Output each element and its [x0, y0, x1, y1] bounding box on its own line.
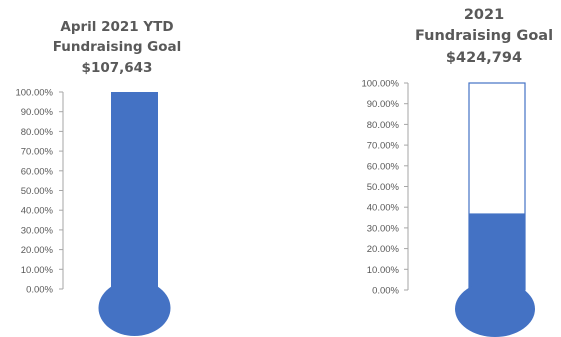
chart-2-tick-label-3: 30.00% — [367, 223, 400, 234]
chart-2-tick-label-4: 40.00% — [367, 203, 400, 214]
chart-2-bulb — [455, 281, 535, 337]
chart-1-bar-fill — [111, 92, 158, 308]
chart-2-tick-label-2: 20.00% — [367, 244, 400, 255]
chart-1-title-line-2: Fundraising Goal — [53, 39, 182, 55]
chart-1-tick-label-7: 70.00% — [21, 147, 54, 158]
chart-1-tick-label-6: 60.00% — [21, 166, 54, 177]
chart-1-tick-label-0: 0.00% — [26, 285, 53, 296]
chart-1-title-line-1: April 2021 YTD — [60, 19, 173, 35]
chart-2-tick-label-8: 80.00% — [367, 120, 400, 131]
chart-1-tick-label-2: 20.00% — [21, 245, 54, 256]
chart-2-tick-label-0: 0.00% — [372, 286, 399, 297]
chart-2-tick-label-10: 100.00% — [361, 79, 399, 90]
chart-2-tick-label-1: 10.00% — [367, 265, 400, 276]
chart-2-tick-label-7: 70.00% — [367, 141, 400, 152]
chart-2-tick-label-5: 50.00% — [367, 182, 400, 193]
chart-2-title-line-1: 2021 — [464, 7, 504, 23]
chart-2-tick-label-9: 90.00% — [367, 99, 400, 110]
chart-1-title-line-3: $107,643 — [82, 60, 153, 76]
chart-2-tick-label-6: 60.00% — [367, 161, 400, 172]
chart-1-tick-label-1: 10.00% — [21, 265, 54, 276]
chart-1-tick-label-8: 80.00% — [21, 127, 54, 138]
chart-1-tick-label-3: 30.00% — [21, 225, 54, 236]
chart-1-tick-label-5: 50.00% — [21, 186, 54, 197]
chart-2-title-line-3: $424,794 — [446, 50, 522, 66]
chart-1-tick-label-10: 100.00% — [15, 88, 53, 99]
chart-1-tick-label-4: 40.00% — [21, 206, 54, 217]
chart-2-title-line-2: Fundraising Goal — [415, 28, 553, 44]
chart-1-bulb — [98, 280, 171, 336]
chart-1-tick-label-9: 90.00% — [21, 107, 54, 118]
